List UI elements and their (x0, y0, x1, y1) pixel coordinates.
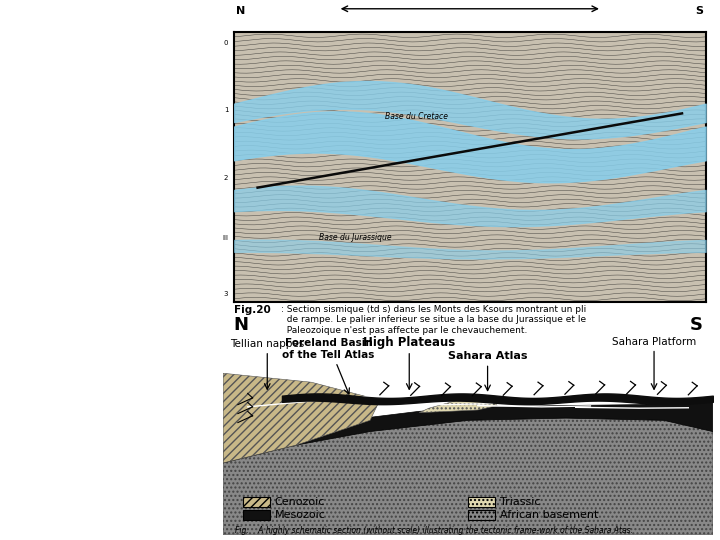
Text: African basement: African basement (500, 510, 598, 520)
Text: Base du Jurassique: Base du Jurassique (319, 233, 392, 242)
Text: S: S (696, 6, 703, 16)
Text: High Plateaus: High Plateaus (363, 335, 455, 349)
Text: III: III (222, 235, 228, 241)
Text: Sahara Atlas: Sahara Atlas (448, 351, 527, 361)
Polygon shape (223, 418, 713, 535)
Bar (468, 497, 495, 507)
Text: 0: 0 (224, 39, 228, 45)
Polygon shape (223, 398, 713, 463)
Text: Triassic: Triassic (500, 497, 540, 507)
Text: 1: 1 (224, 107, 228, 113)
Text: : Section sismique (td s) dans les Monts des Ksours montrant un pli
  de rampe. : : Section sismique (td s) dans les Monts… (281, 305, 586, 335)
Bar (243, 510, 270, 520)
Text: N: N (233, 316, 248, 334)
Text: S: S (690, 316, 703, 334)
Polygon shape (419, 398, 498, 413)
Bar (468, 510, 495, 520)
Text: Cenozoic: Cenozoic (274, 497, 325, 507)
Text: Base du Cretace: Base du Cretace (385, 112, 448, 121)
Polygon shape (223, 373, 380, 463)
Text: Sahara Platform: Sahara Platform (612, 338, 696, 347)
Text: Fig.    A highly schematic section (without scale) illustrating the tectonic fra: Fig. A highly schematic section (without… (235, 525, 634, 535)
Text: Mesozoic: Mesozoic (274, 510, 325, 520)
Text: N: N (236, 6, 246, 16)
Text: 19 km: 19 km (454, 0, 485, 2)
Bar (243, 497, 270, 507)
Text: 2: 2 (224, 174, 228, 180)
Text: 3: 3 (224, 291, 228, 298)
Text: Tellian nappes: Tellian nappes (230, 339, 305, 349)
Text: Foreland Basin
of the Tell Atlas: Foreland Basin of the Tell Atlas (282, 338, 374, 360)
Text: Fig.20: Fig.20 (234, 305, 271, 315)
